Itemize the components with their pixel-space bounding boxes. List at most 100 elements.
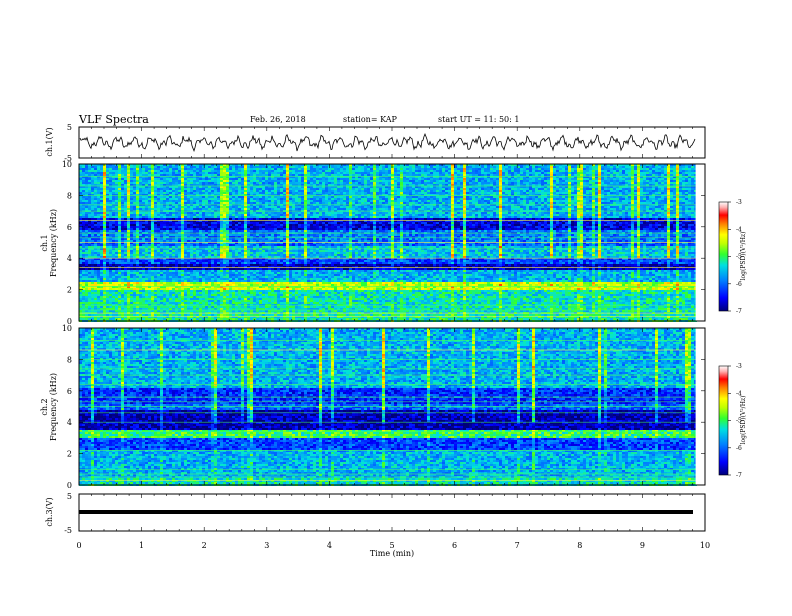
spectrogram-cell xyxy=(220,252,223,254)
spectrogram-cell xyxy=(166,264,169,266)
spectrogram-cell xyxy=(250,178,253,180)
spectrogram-cell xyxy=(208,284,211,286)
spectrogram-cell xyxy=(241,228,244,230)
spectrogram-cell xyxy=(127,188,130,190)
spectrogram-cell xyxy=(115,250,118,252)
spectrogram-cell xyxy=(259,282,262,284)
spectrogram-cell xyxy=(118,306,121,308)
spectrogram-cell xyxy=(133,180,136,182)
spectrogram-cell xyxy=(193,278,196,280)
spectrogram-cell xyxy=(127,302,130,304)
spectrogram-cell xyxy=(103,168,106,170)
spectrogram-cell xyxy=(106,222,109,224)
spectrogram-cell xyxy=(226,244,229,246)
spectrogram-cell xyxy=(106,296,109,298)
spectrogram-cell xyxy=(157,250,160,252)
spectrogram-cell xyxy=(121,298,124,300)
spectrogram-cell xyxy=(205,208,208,210)
spectrogram-cell xyxy=(193,196,196,198)
spectrogram-cell xyxy=(187,264,190,266)
spectrogram-cell xyxy=(229,170,232,172)
spectrogram-cell xyxy=(100,282,103,284)
spectrogram-cell xyxy=(262,238,265,240)
spectrogram-cell xyxy=(226,282,229,284)
spectrogram-cell xyxy=(211,214,214,216)
spectrogram-cell xyxy=(235,298,238,300)
spectrogram-cell xyxy=(100,284,103,286)
spectrogram-cell xyxy=(163,214,166,216)
spectrogram-cell xyxy=(163,296,166,298)
spectrogram-cell xyxy=(169,178,172,180)
spectrogram-cell xyxy=(148,246,151,248)
spectrogram-cell xyxy=(205,270,208,272)
spectrogram-cell xyxy=(82,200,85,202)
spectrogram-cell xyxy=(184,284,187,286)
spectrogram-cell xyxy=(145,196,148,198)
spectrogram-cell xyxy=(202,178,205,180)
spectrogram-cell xyxy=(235,166,238,168)
spectrogram-cell xyxy=(259,250,262,252)
spectrogram-cell xyxy=(148,256,151,258)
spectrogram-cell xyxy=(148,212,151,214)
spectrogram-cell xyxy=(196,298,199,300)
spectrogram-cell xyxy=(181,280,184,282)
spectrogram-cell xyxy=(184,182,187,184)
spectrogram-cell xyxy=(178,298,181,300)
spectrogram-cell xyxy=(175,284,178,286)
spectrogram-cell xyxy=(100,196,103,198)
spectrogram-cell xyxy=(82,250,85,252)
spectrogram-cell xyxy=(190,216,193,218)
spectrogram-cell xyxy=(148,170,151,172)
spectrogram-cell xyxy=(118,300,121,302)
spectrogram-cell xyxy=(199,172,202,174)
spectrogram-cell xyxy=(106,190,109,192)
spectrogram-cell xyxy=(232,314,235,316)
spectrogram-cell xyxy=(109,244,112,246)
spectrogram-cell xyxy=(136,272,139,274)
spectrogram-cell xyxy=(214,182,217,184)
spectrogram-cell xyxy=(259,240,262,242)
spectrogram-cell xyxy=(202,222,205,224)
spectrogram-cell xyxy=(85,170,88,172)
spectrogram-cell xyxy=(247,190,250,192)
spectrogram-cell xyxy=(166,170,169,172)
spectrogram-cell xyxy=(139,290,142,292)
spectrogram-cell xyxy=(250,188,253,190)
spectrogram-cell xyxy=(127,252,130,254)
spectrogram-cell xyxy=(211,250,214,252)
spectrogram-cell xyxy=(121,306,124,308)
spectrogram-cell xyxy=(151,226,154,228)
spectrogram-cell xyxy=(208,228,211,230)
spectrogram-cell xyxy=(199,288,202,290)
spectrogram-cell xyxy=(226,256,229,258)
spectrogram-cell xyxy=(148,274,151,276)
spectrogram-cell xyxy=(184,300,187,302)
spectrogram-cell xyxy=(193,234,196,236)
spectrogram-cell xyxy=(190,188,193,190)
spectrogram-cell xyxy=(85,228,88,230)
spectrogram-cell xyxy=(142,180,145,182)
spectrogram-cell xyxy=(100,212,103,214)
spectrogram-cell xyxy=(184,256,187,258)
spectrogram-cell xyxy=(187,216,190,218)
spectrogram-cell xyxy=(184,212,187,214)
spectrogram-cell xyxy=(235,262,238,264)
spectrogram-cell xyxy=(154,296,157,298)
spectrogram-cell xyxy=(124,250,127,252)
spectrogram-cell xyxy=(154,172,157,174)
spectrogram-cell xyxy=(91,196,94,198)
spectrogram-cell xyxy=(181,318,184,320)
spectrogram-cell xyxy=(160,302,163,304)
spectrogram-cell xyxy=(97,262,100,264)
spectrogram-cell xyxy=(103,290,106,292)
spectrogram-cell xyxy=(109,234,112,236)
spectrogram-cell xyxy=(166,198,169,200)
spectrogram-cell xyxy=(205,180,208,182)
spectrogram-cell xyxy=(187,182,190,184)
spectrogram-cell xyxy=(160,300,163,302)
spectrogram-cell xyxy=(133,264,136,266)
spectrogram-cell xyxy=(244,222,247,224)
spectrogram-cell xyxy=(217,166,220,168)
spectrogram-cell xyxy=(250,166,253,168)
